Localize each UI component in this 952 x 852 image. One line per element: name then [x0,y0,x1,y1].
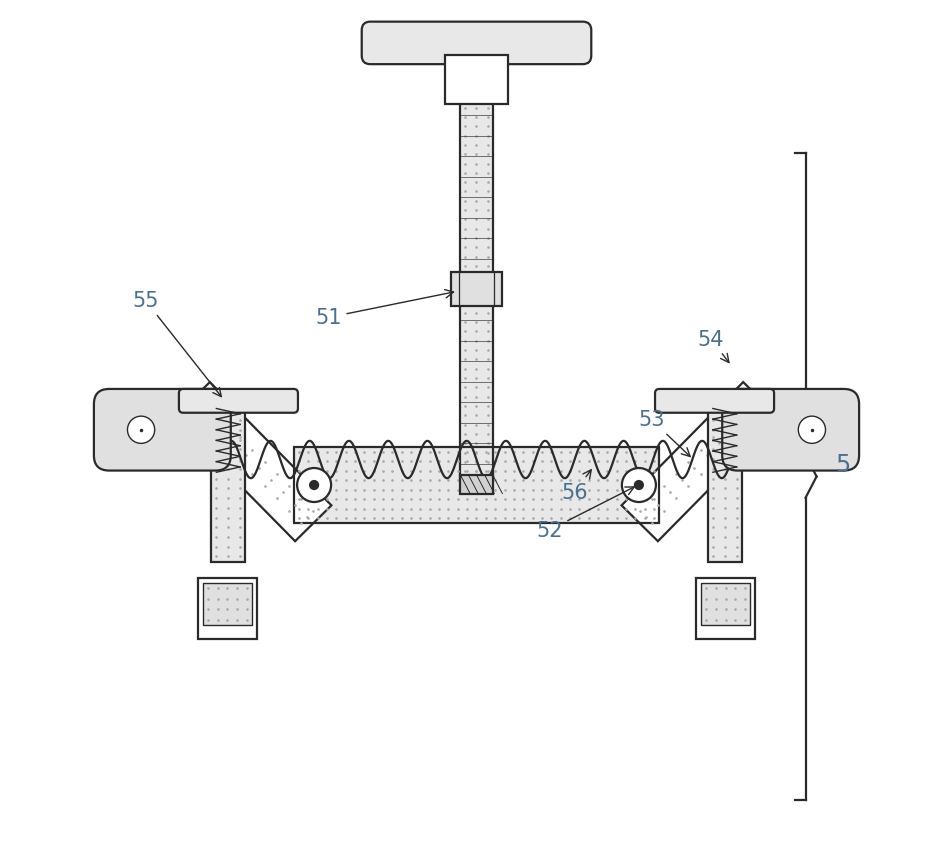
Bar [293,447,659,524]
Polygon shape [621,383,779,542]
Bar [460,103,492,477]
Circle shape [308,481,319,491]
Bar [460,103,492,477]
Circle shape [128,417,154,444]
Bar [701,583,749,625]
Text: 55: 55 [132,291,221,397]
Text: 53: 53 [638,410,689,457]
Circle shape [798,417,824,444]
Bar [707,396,741,561]
Bar [203,583,251,625]
Bar [701,583,749,625]
FancyBboxPatch shape [179,389,298,413]
Circle shape [297,469,330,503]
Circle shape [622,469,655,503]
Bar [293,447,659,524]
FancyBboxPatch shape [654,389,773,413]
Bar [445,55,507,105]
Bar [695,578,755,639]
Bar [197,578,257,639]
Bar [460,475,492,494]
Bar [211,396,245,561]
Bar [203,583,251,625]
Polygon shape [173,383,331,542]
Text: 56: 56 [561,470,590,502]
FancyBboxPatch shape [362,23,590,65]
Bar [707,396,741,561]
FancyBboxPatch shape [450,273,502,307]
Bar [211,396,245,561]
Text: 51: 51 [314,291,453,328]
Text: 52: 52 [535,487,633,540]
Text: 5: 5 [834,452,849,476]
FancyBboxPatch shape [94,389,230,471]
Circle shape [633,481,644,491]
Text: 54: 54 [697,330,728,363]
FancyBboxPatch shape [722,389,858,471]
